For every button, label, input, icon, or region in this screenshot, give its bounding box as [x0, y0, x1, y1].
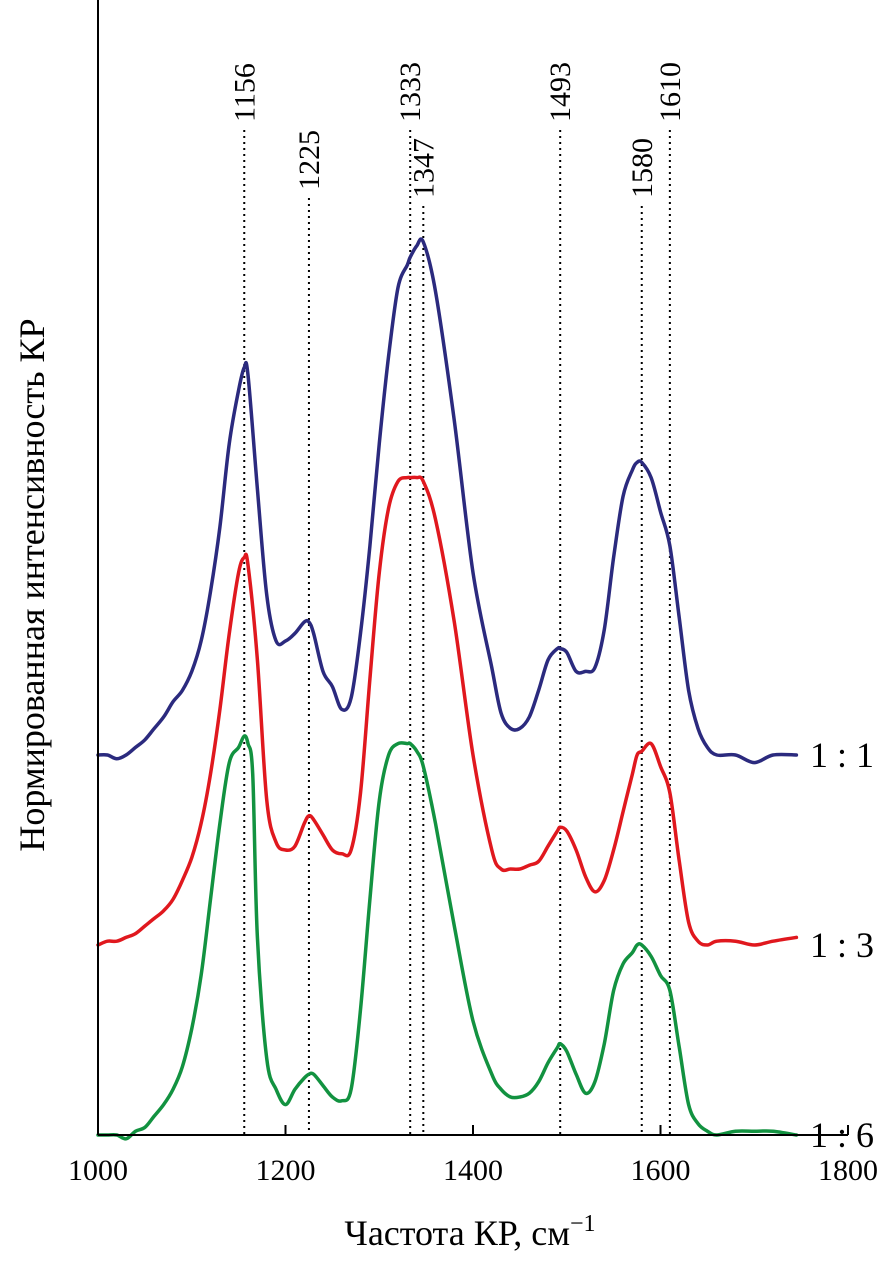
peak-marker-labels: 1156 1225 1333 1347 1493 1580 1610 [228, 62, 687, 198]
series-label: 1 : 3 [810, 925, 874, 965]
x-tick-label: 1200 [256, 1154, 316, 1187]
series-labels: 1 : 1 1 : 3 1 : 6 [810, 735, 874, 1155]
peak-marker-lines [243, 130, 671, 1135]
x-tick-label: 1800 [818, 1154, 878, 1187]
x-tick-label: 1600 [631, 1154, 691, 1187]
x-tick-label: 1000 [68, 1154, 128, 1187]
y-axis-title: Нормированная интенсивность КР [12, 318, 52, 851]
peak-marker-label: 1610 [654, 62, 687, 122]
x-axis-ticks: 1000 1200 1400 1600 1800 [68, 1125, 878, 1187]
peak-marker-label: 1347 [407, 138, 440, 198]
peak-marker-label: 1225 [293, 130, 326, 190]
peak-marker-label: 1156 [228, 63, 261, 122]
series-lines [96, 237, 799, 1141]
series-label: 1 : 6 [810, 1115, 874, 1155]
x-axis-title-superscript: −1 [570, 1211, 596, 1237]
x-tick-label: 1400 [443, 1154, 503, 1187]
series-line [96, 475, 799, 947]
peak-marker-label: 1493 [544, 62, 577, 122]
x-axis-title: Частота КР, см−1 [344, 1211, 595, 1253]
peak-marker-label: 1333 [394, 62, 427, 122]
peak-marker-label: 1580 [626, 138, 659, 198]
series-line [96, 734, 799, 1141]
series-line [96, 237, 799, 765]
series-label: 1 : 1 [810, 735, 874, 775]
